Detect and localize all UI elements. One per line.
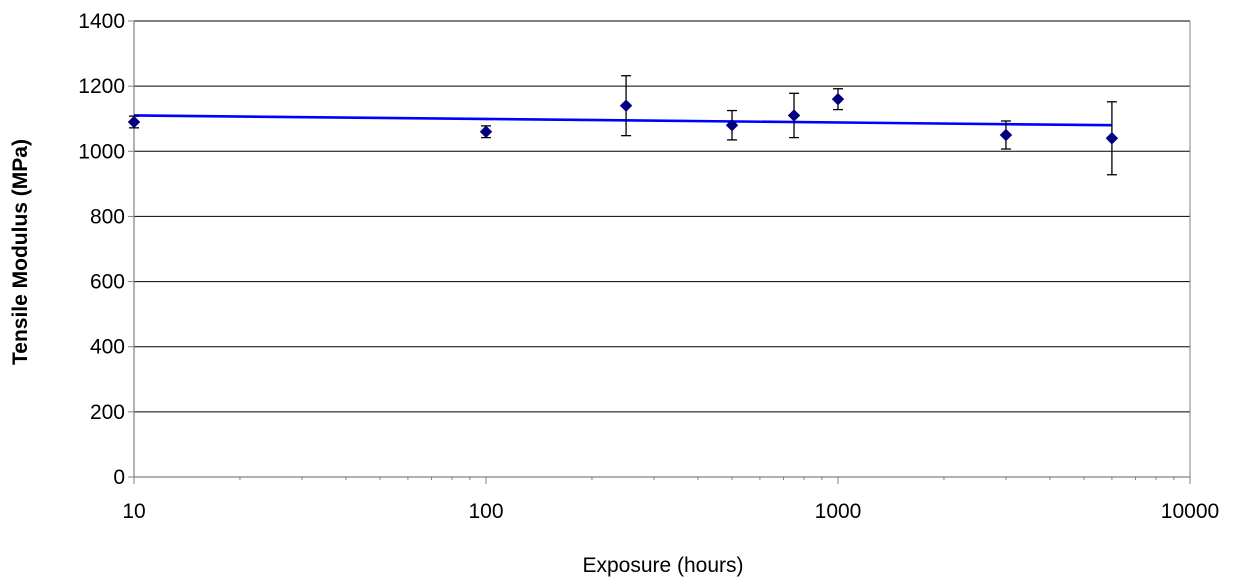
x-axis-title: Exposure (hours) (582, 554, 743, 577)
y-tick-label: 1000 (78, 140, 125, 163)
grid-layer (134, 20, 1190, 413)
data-point (127, 115, 141, 129)
y-tick-label: 800 (90, 205, 125, 228)
y-tick-label: 1200 (78, 75, 125, 98)
trendline (133, 114, 1112, 127)
data-point (479, 125, 493, 138)
y-tick-label: 200 (90, 401, 125, 424)
data-point (787, 109, 801, 122)
point-layer (127, 92, 1119, 145)
trend-layer (133, 114, 1112, 127)
error-layer (129, 75, 1117, 176)
data-point (619, 99, 633, 112)
x-tick-label: 100 (468, 500, 503, 523)
x-tick-label: 1000 (815, 500, 862, 523)
y-tick-label: 0 (113, 466, 125, 489)
y-axis-title: Tensile Modulus (MPa) (9, 139, 32, 365)
data-point (831, 92, 845, 106)
label-layer: 0 200 400 600 800 1000 1200 1400 10 100 1000 10000 (78, 10, 1219, 523)
x-tick-label: 10 (122, 500, 145, 523)
data-point (725, 119, 739, 132)
y-tick-label: 600 (90, 271, 125, 294)
axis-layer (128, 20, 1191, 484)
data-point (1105, 132, 1119, 145)
x-tick-label: 10000 (1161, 500, 1219, 523)
y-tick-label: 400 (90, 336, 125, 359)
y-tick-label: 1400 (78, 10, 125, 33)
data-point (999, 128, 1013, 142)
